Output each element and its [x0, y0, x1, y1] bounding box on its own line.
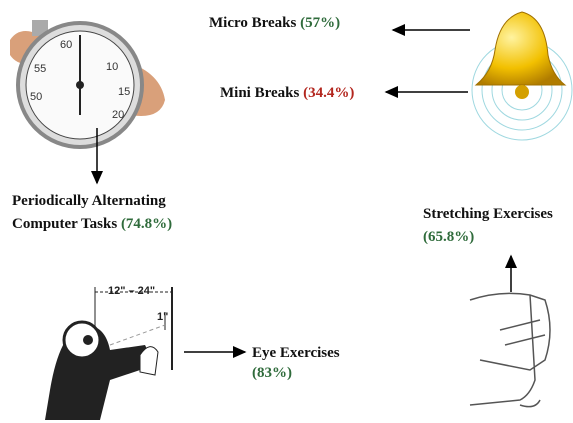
bell-clapper: [515, 85, 529, 99]
item-label: Computer Tasks: [12, 216, 117, 232]
item-label: Micro Breaks: [209, 15, 297, 31]
item-text: Mini Breaks (34.4%): [220, 85, 354, 101]
eye-figure: 12" – 24" 1": [45, 285, 172, 420]
item-share: (57%): [300, 15, 340, 31]
item-share: (83%): [252, 365, 292, 381]
item-share: (65.8%): [423, 229, 474, 245]
figure-label: 12" – 24": [108, 285, 155, 297]
item-label: Eye Exercises: [252, 345, 340, 361]
dial-number: 20: [112, 109, 124, 121]
dial-number: 55: [34, 63, 46, 75]
item-label: Mini Breaks: [220, 85, 299, 101]
dial-number: 60: [60, 39, 72, 51]
item-label: Stretching Exercises: [423, 206, 553, 222]
stretch-image: [470, 293, 550, 406]
stopwatch-image: 60 55 10 15 20 50: [10, 20, 165, 147]
item-share: (34.4%): [303, 85, 354, 101]
bell: [476, 12, 565, 85]
item-text: Computer Tasks (74.8%): [12, 216, 172, 232]
figure-label: 1": [157, 311, 168, 323]
diagram: 60 55 10 15 20 50 Micro Breaks (57%) Min…: [0, 0, 573, 423]
item-label: Periodically Alternating: [12, 193, 166, 209]
dial-number: 50: [30, 91, 42, 103]
item-text: Micro Breaks (57%): [209, 15, 340, 31]
dial-number: 10: [106, 61, 118, 73]
item-share: (74.8%): [121, 216, 172, 232]
dial-number: 15: [118, 86, 130, 98]
